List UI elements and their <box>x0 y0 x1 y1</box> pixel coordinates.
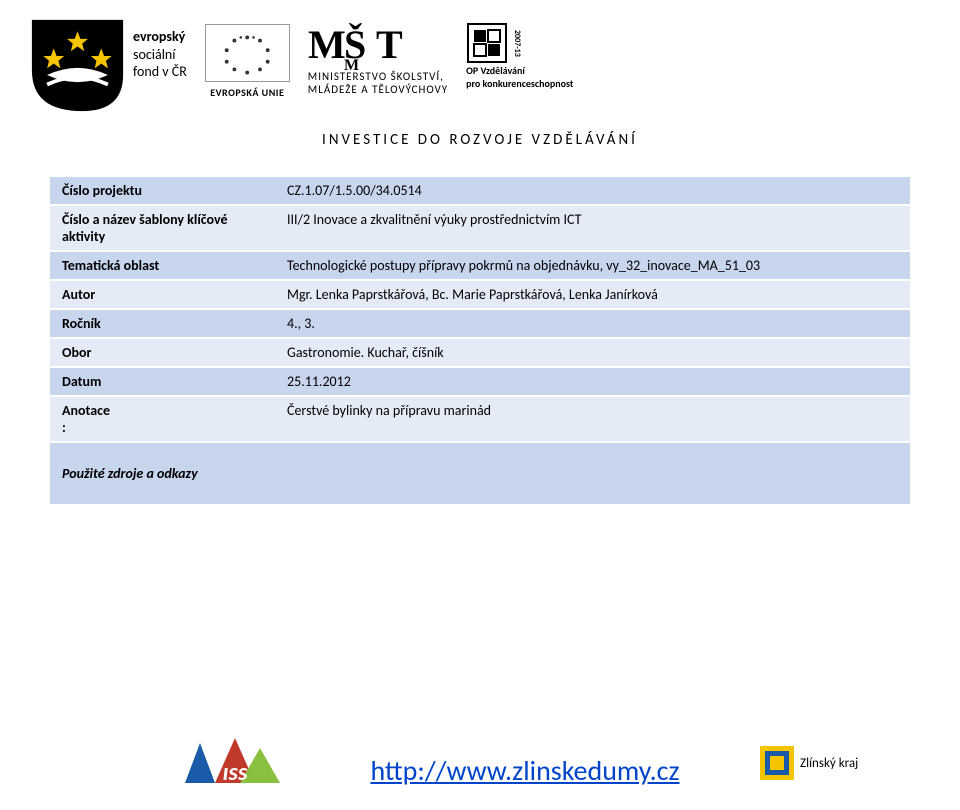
footer: ıss http://www.zlinskedumy.cz Zlínský kr… <box>0 728 960 788</box>
eu-label: EVROPSKÁ UNIE <box>205 86 290 99</box>
cell-val: CZ.1.07/1.5.00/34.0514 <box>275 177 910 204</box>
table-row: Použité zdroje a odkazy <box>50 443 910 504</box>
op-icon: 2007-13 <box>466 22 573 64</box>
cell-key: Tematická oblast <box>50 252 275 279</box>
svg-text:M: M <box>308 22 346 67</box>
footer-link-anchor[interactable]: http://www.zlinskedumy.cz <box>370 753 679 788</box>
cell-key: Použité zdroje a odkazy <box>50 443 275 504</box>
msmt-logo: M Š M T MINISTERSTVO ŠKOLSTVÍ, MLÁDEŽE A… <box>308 18 448 96</box>
cell-val <box>275 443 910 504</box>
msmt-icon: M Š M T <box>308 22 448 70</box>
cell-val: Čerstvé bylinky na přípravu marinád <box>275 397 910 441</box>
cell-key: Číslo projektu <box>50 177 275 204</box>
msmt-line2: MLÁDEŽE A TĚLOVÝCHOVY <box>308 83 448 96</box>
op-sub: pro konkurenceschopnost <box>466 77 573 90</box>
table-row: Tematická oblast Technologické postupy p… <box>50 252 910 279</box>
msmt-line1: MINISTERSTVO ŠKOLSTVÍ, <box>308 70 448 83</box>
project-info-table: Číslo projektu CZ.1.07/1.5.00/34.0514 Čí… <box>50 175 910 506</box>
table-row: Obor Gastronomie. Kuchař, číšník <box>50 339 910 366</box>
table-row: Ročník 4., 3. <box>50 310 910 337</box>
cell-key: Anotace : <box>50 397 275 441</box>
svg-text:M: M <box>344 57 359 70</box>
cell-key: Číslo a název šablony klíčové aktivity <box>50 206 275 250</box>
table-row: Číslo projektu CZ.1.07/1.5.00/34.0514 <box>50 177 910 204</box>
esf-text: evropský sociální fond v ČR <box>133 18 187 81</box>
table-row: Autor Mgr. Lenka Paprstkářová, Bc. Marie… <box>50 281 910 308</box>
op-logo: 2007-13 OP Vzdělávání pro konkurencescho… <box>466 18 573 90</box>
esf-badge-icon <box>30 18 125 113</box>
zk-label: Zlínský kraj <box>800 756 858 771</box>
header-logo-row: evropský sociální fond v ČR EVROPSKÁ UNI… <box>0 0 960 121</box>
footer-link[interactable]: http://www.zlinskedumy.cz <box>290 753 760 788</box>
op-years: 2007-13 <box>512 30 522 57</box>
esf-line: sociální <box>133 46 187 64</box>
cell-key: Datum <box>50 368 275 395</box>
cell-val: III/2 Inovace a zkvalitnění výuky prostř… <box>275 206 910 250</box>
cell-val: 4., 3. <box>275 310 910 337</box>
table-row: Datum 25.11.2012 <box>50 368 910 395</box>
cell-val: Gastronomie. Kuchař, číšník <box>275 339 910 366</box>
esf-logo: evropský sociální fond v ČR <box>30 18 187 113</box>
table-row: Číslo a název šablony klíčové aktivity I… <box>50 206 910 250</box>
eu-flag-icon <box>205 24 290 82</box>
svg-text:ıss: ıss <box>223 758 248 787</box>
eu-logo: EVROPSKÁ UNIE <box>205 18 290 99</box>
zlinsky-kraj-logo: Zlínský kraj <box>760 738 900 788</box>
tagline: INVESTICE DO ROZVOJE VZDĚLÁVÁNÍ <box>0 121 960 175</box>
esf-line: evropský <box>133 28 187 46</box>
cell-key: Autor <box>50 281 275 308</box>
op-title: OP Vzdělávání <box>466 64 573 77</box>
cell-val: 25.11.2012 <box>275 368 910 395</box>
cell-val: Mgr. Lenka Paprstkářová, Bc. Marie Paprs… <box>275 281 910 308</box>
svg-text:T: T <box>376 22 403 67</box>
esf-line: fond v ČR <box>133 63 187 81</box>
table-row: Anotace : Čerstvé bylinky na přípravu ma… <box>50 397 910 441</box>
cell-key: Obor <box>50 339 275 366</box>
iss-logo: ıss <box>180 728 290 788</box>
cell-val: Technologické postupy přípravy pokrmů na… <box>275 252 910 279</box>
cell-key: Ročník <box>50 310 275 337</box>
